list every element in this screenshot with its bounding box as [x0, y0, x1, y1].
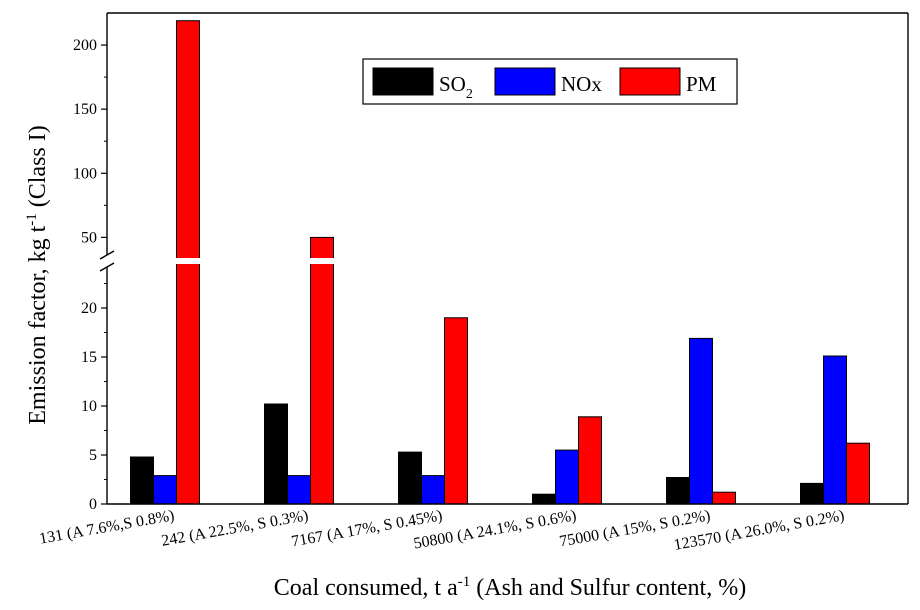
x-ticks: 131 (A 7.6%,S 0.8%)242 (A 22.5%, S 0.3%)…: [38, 507, 846, 554]
y-tick-label-low-3: 15: [81, 349, 97, 366]
bar-so2-0: [130, 456, 154, 505]
bar-so2-1: [264, 403, 288, 505]
bar-pm-5: [846, 442, 870, 505]
bar-nox-2: [421, 475, 445, 505]
legend-swatch-so2: [372, 67, 434, 96]
y-ticks: 0 5 10 15 20 50 100 150 200: [73, 37, 107, 513]
legend-swatch-pm: [619, 67, 681, 96]
bar-pm-2: [444, 317, 468, 505]
x-tick-label-1: 242 (A 22.5%, S 0.3%): [160, 507, 310, 550]
bar-so2-2: [398, 451, 422, 505]
y-tick-label-low-4: 20: [81, 300, 97, 317]
bar-pm-3: [578, 416, 602, 505]
bar-nox-5: [823, 355, 847, 505]
axis-break-mark-lower: [99, 262, 115, 272]
legend: SO2 NOx PM: [362, 58, 738, 105]
bar-nox-1: [287, 475, 311, 505]
x-axis-title: Coal consumed, t a-1 (Ash and Sulfur con…: [274, 574, 746, 601]
bar-nox-4: [689, 337, 713, 505]
axis-break-mark-upper: [99, 250, 115, 260]
legend-label-nox: NOx: [561, 72, 602, 96]
y-axis-title: Emission factor, kg t-1 (Class I): [24, 125, 51, 425]
y-tick-label-low-2: 10: [81, 398, 97, 415]
x-tick-label-0: 131 (A 7.6%,S 0.8%): [38, 507, 176, 548]
bar-break-gap-pm-1: [309, 258, 335, 264]
y-tick-label-low-0: 0: [89, 496, 97, 513]
bar-pm-1: [310, 236, 334, 505]
y-tick-label-low-1: 5: [89, 447, 97, 464]
y-tick-label-high-0: 50: [81, 229, 97, 246]
bar-so2-5: [800, 482, 824, 505]
bar-nox-0: [153, 475, 177, 505]
legend-label-so2: SO2: [439, 72, 473, 102]
bar-nox-3: [555, 449, 579, 505]
legend-label-pm: PM: [686, 72, 717, 96]
legend-swatch-nox: [494, 67, 556, 96]
bar-so2-4: [666, 477, 690, 505]
y-tick-label-high-2: 150: [73, 101, 97, 118]
y-tick-label-high-1: 100: [73, 165, 97, 182]
bar-pm-4: [712, 491, 736, 505]
plot-area: [99, 12, 909, 505]
bar-break-gap-pm-0: [175, 258, 201, 264]
bar-so2-3: [532, 493, 556, 505]
y-tick-label-high-3: 200: [73, 37, 97, 54]
